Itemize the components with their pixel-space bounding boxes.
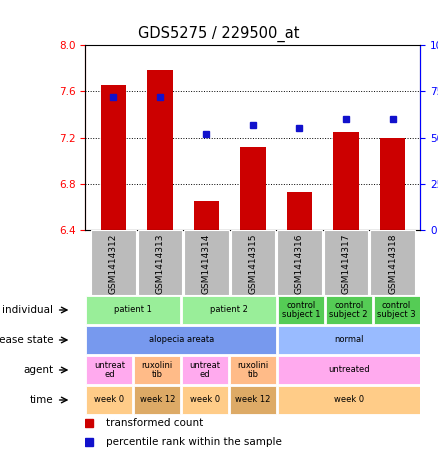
Bar <box>278 356 420 384</box>
Text: week 12: week 12 <box>235 395 271 405</box>
Text: untreated: untreated <box>328 366 370 375</box>
Text: patient 1: patient 1 <box>114 305 152 314</box>
Text: GDS5275 / 229500_at: GDS5275 / 229500_at <box>138 26 300 42</box>
Bar <box>277 230 322 295</box>
Bar <box>86 296 180 324</box>
Text: GSM1414312: GSM1414312 <box>109 233 118 294</box>
Text: untreat
ed: untreat ed <box>190 361 221 379</box>
Text: percentile rank within the sample: percentile rank within the sample <box>106 437 281 447</box>
Text: normal: normal <box>334 336 364 344</box>
Bar <box>138 230 182 295</box>
Text: control
subject 1: control subject 1 <box>282 301 320 319</box>
Bar <box>147 70 173 230</box>
Bar <box>278 326 420 354</box>
Text: week 0: week 0 <box>334 395 364 405</box>
Text: week 0: week 0 <box>190 395 220 405</box>
Bar <box>230 230 275 295</box>
Bar <box>182 386 228 414</box>
Bar <box>278 386 420 414</box>
Bar <box>91 230 136 295</box>
Text: individual: individual <box>3 305 53 315</box>
Bar <box>230 356 276 384</box>
Bar <box>194 201 219 230</box>
Text: disease state: disease state <box>0 335 53 345</box>
Text: ruxolini
tib: ruxolini tib <box>141 361 173 379</box>
Bar <box>182 356 228 384</box>
Text: time: time <box>30 395 53 405</box>
Bar <box>230 386 276 414</box>
Bar <box>182 296 276 324</box>
Bar <box>287 192 312 230</box>
Bar <box>134 386 180 414</box>
Text: week 12: week 12 <box>140 395 175 405</box>
Text: transformed count: transformed count <box>106 419 203 429</box>
Bar <box>86 356 132 384</box>
Text: control
subject 3: control subject 3 <box>377 301 416 319</box>
Text: GSM1414317: GSM1414317 <box>342 233 350 294</box>
Text: patient 2: patient 2 <box>210 305 248 314</box>
Text: agent: agent <box>23 365 53 375</box>
Bar <box>380 138 405 230</box>
Bar <box>101 86 126 230</box>
Text: GSM1414316: GSM1414316 <box>295 233 304 294</box>
Text: control
subject 2: control subject 2 <box>329 301 368 319</box>
Text: ruxolini
tib: ruxolini tib <box>237 361 268 379</box>
Bar <box>370 230 415 295</box>
Bar <box>326 296 372 324</box>
Bar <box>333 132 359 230</box>
Bar <box>86 326 276 354</box>
Text: GSM1414314: GSM1414314 <box>202 233 211 294</box>
Bar <box>134 356 180 384</box>
Text: GSM1414313: GSM1414313 <box>155 233 164 294</box>
Bar <box>324 230 368 295</box>
Text: untreat
ed: untreat ed <box>94 361 125 379</box>
Text: GSM1414315: GSM1414315 <box>248 233 258 294</box>
Bar <box>184 230 229 295</box>
Bar <box>374 296 420 324</box>
Text: GSM1414318: GSM1414318 <box>388 233 397 294</box>
Text: week 0: week 0 <box>94 395 124 405</box>
Bar <box>240 147 266 230</box>
Text: alopecia areata: alopecia areata <box>148 336 214 344</box>
Bar <box>278 296 324 324</box>
Bar <box>86 386 132 414</box>
